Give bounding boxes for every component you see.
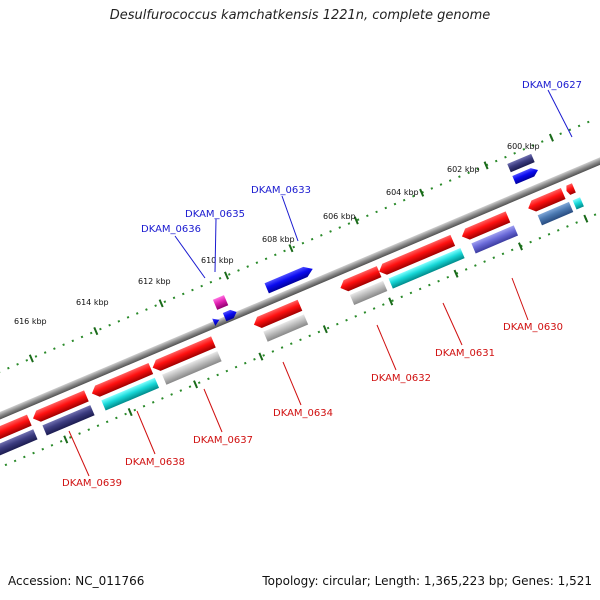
tick-label: 610 kbp xyxy=(201,256,234,265)
gene-label[interactable]: DKAM_0639 xyxy=(62,478,122,489)
reverse-row-1 xyxy=(0,183,576,450)
gene-arrow[interactable] xyxy=(101,377,160,411)
scale-labels: 600 kbp 602 kbp 604 kbp 606 kbp 608 kbp … xyxy=(14,142,540,326)
gene-label[interactable]: DKAM_0631 xyxy=(435,348,495,359)
tick-label: 600 kbp xyxy=(507,142,540,151)
gene-label[interactable]: DKAM_0633 xyxy=(251,185,311,196)
gene-arrow-DKAM-0635[interactable] xyxy=(212,295,229,310)
upper-major-ticks xyxy=(28,133,554,363)
tick-label: 616 kbp xyxy=(14,317,47,326)
gene-arrow[interactable] xyxy=(349,280,388,306)
gene-label[interactable]: DKAM_0635 xyxy=(185,209,245,220)
gene-arrow[interactable] xyxy=(572,197,584,210)
tick-label: 604 kbp xyxy=(386,188,419,197)
gene-label[interactable]: DKAM_0630 xyxy=(503,322,563,333)
tick-label: 606 kbp xyxy=(323,212,356,221)
gene-arrow[interactable] xyxy=(252,299,303,331)
gene-label[interactable]: DKAM_0636 xyxy=(141,224,201,235)
genome-backbone xyxy=(0,144,600,433)
gene-label[interactable]: DKAM_0634 xyxy=(273,408,333,419)
gene-arrow[interactable] xyxy=(31,390,89,424)
lower-major-ticks xyxy=(63,214,589,444)
gene-arrow[interactable] xyxy=(526,187,566,214)
reverse-callouts: DKAM_0630 DKAM_0631 DKAM_0632 DKAM_0634 … xyxy=(62,277,563,489)
gene-arrow[interactable] xyxy=(150,336,216,373)
gene-arrow[interactable] xyxy=(537,201,574,226)
gene-arrow[interactable] xyxy=(263,314,309,342)
gene-arrow-DKAM-0636[interactable] xyxy=(212,316,221,326)
genome-summary-text: Topology: circular; Length: 1,365,223 bp… xyxy=(262,574,592,588)
gene-arrow[interactable] xyxy=(471,225,519,254)
gene-arrow[interactable] xyxy=(460,211,511,242)
reverse-row-2 xyxy=(0,197,584,462)
gene-arrow[interactable] xyxy=(0,429,38,462)
accession-text: Accession: NC_011766 xyxy=(8,574,145,588)
gene-arrow-DKAM-0633[interactable] xyxy=(264,264,315,294)
gene-arrow[interactable] xyxy=(512,166,539,185)
gene-label[interactable]: DKAM_0632 xyxy=(371,373,431,384)
gene-arrow[interactable] xyxy=(90,363,154,399)
forward-callouts: DKAM_0627 DKAM_0633 DKAM_0635 DKAM_0636 xyxy=(141,80,582,279)
map-title: Desulfurococcus kamchatkensis 1221n, com… xyxy=(109,8,491,23)
tick-label: 614 kbp xyxy=(76,298,109,307)
gene-arrow[interactable] xyxy=(507,153,535,173)
gene-arrow[interactable] xyxy=(222,308,238,322)
gene-arrow[interactable] xyxy=(0,414,32,450)
gene-label[interactable]: DKAM_0637 xyxy=(193,435,253,446)
gene-arrow[interactable] xyxy=(377,234,456,277)
gene-arrow[interactable] xyxy=(162,351,222,385)
gene-label[interactable]: DKAM_0627 xyxy=(522,80,582,91)
tick-label: 602 kbp xyxy=(447,165,480,174)
gene-arrow[interactable] xyxy=(565,183,576,195)
gene-arrow[interactable] xyxy=(388,248,465,289)
gene-label[interactable]: DKAM_0638 xyxy=(125,457,185,468)
gene-arrow[interactable] xyxy=(42,405,95,436)
tick-label: 612 kbp xyxy=(138,277,171,286)
upper-scale-dots xyxy=(0,117,597,386)
tick-label: 608 kbp xyxy=(262,235,295,244)
gene-arrow[interactable] xyxy=(338,266,382,293)
